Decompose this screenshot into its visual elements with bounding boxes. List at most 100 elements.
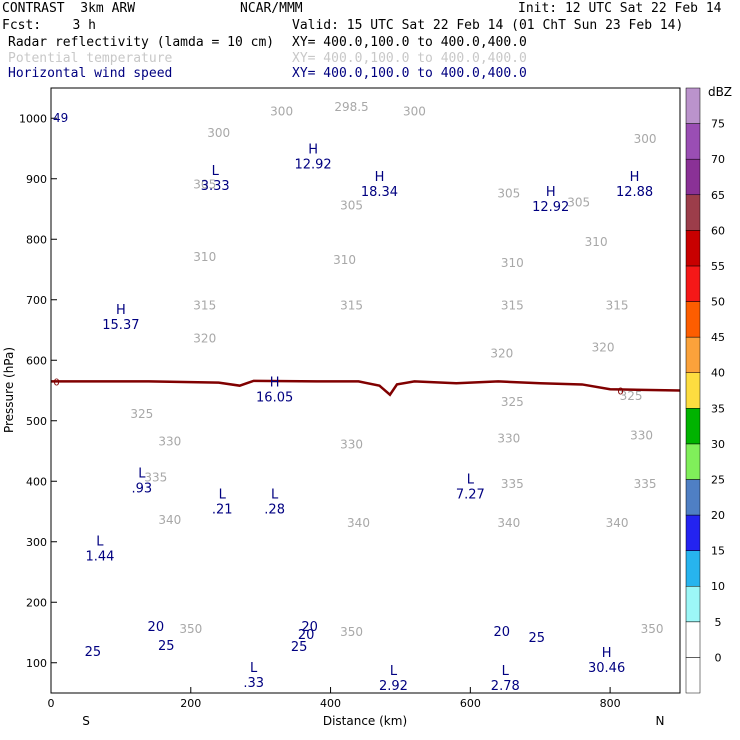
colorbar-bin-30 <box>685 408 701 445</box>
y-tick-label-8: 900 <box>26 173 47 186</box>
theta-label-11: 330 <box>340 437 363 451</box>
wind-label-6: 20 <box>301 620 318 635</box>
extremum-symbol-12: H <box>630 170 640 185</box>
theta-label-27: 310 <box>585 235 608 249</box>
extremum-symbol-10: H <box>116 303 126 318</box>
theta-label-12: 330 <box>497 431 520 445</box>
extremum-value-4: 1.44 <box>85 550 114 565</box>
fcst-label: Fcst: 3 h <box>2 18 96 33</box>
colorbar-bin-5 <box>685 585 701 623</box>
y-tick-label-4: 500 <box>26 415 47 428</box>
field-name-wind: Horizontal wind speed <box>8 66 173 81</box>
theta-label-8: 335 <box>501 477 524 491</box>
x-tick-label-2: 400 <box>320 697 341 710</box>
colorbar-label-55: 55 <box>711 260 725 273</box>
extremum-value-14: 3.33 <box>201 179 230 194</box>
colorbar-bin-50 <box>685 265 701 302</box>
colorbar-bin-55 <box>685 230 701 267</box>
colorbar-bin-40 <box>685 336 701 373</box>
theta-label-22: 315 <box>501 298 524 312</box>
x-tick-label-1: 200 <box>180 697 201 710</box>
colorbar-bin-75 <box>685 87 701 124</box>
theta-label-13: 330 <box>630 428 653 442</box>
colorbar: 0 5 10 15 20 25 30 35 40 45 50 55 60 65 70 75 <box>685 87 725 694</box>
theta-label-32: 300 <box>207 126 230 140</box>
extremum-value-13: 18.34 <box>361 185 398 200</box>
x-end-label-right: N <box>656 714 665 728</box>
plot-frame <box>50 87 681 694</box>
plot-area: 350 350 350 340 340 340 340 335 335 335 330 330 330 3… <box>51 88 680 694</box>
theta-label-0: 350 <box>179 622 202 636</box>
wind-label-3: 25 <box>528 631 545 646</box>
theta-label-2: 350 <box>641 622 664 636</box>
edge-label: 49 <box>53 111 68 125</box>
freezing-level-line <box>51 379 680 397</box>
field-xy-wind: XY= 400.0,100.0 to 400.0,400.0 <box>292 66 527 81</box>
theta-label-1: 350 <box>340 625 363 639</box>
extremum-symbol-0: L <box>250 661 258 676</box>
colorbar-bin-15 <box>685 514 701 551</box>
theta-label-24: 310 <box>193 250 216 264</box>
theta-label-14: 325 <box>130 407 153 421</box>
extremum-symbol-4: L <box>96 535 104 550</box>
wind-label-2: 25 <box>291 640 308 655</box>
theta-label-5: 340 <box>497 516 520 530</box>
y-axis-label: Pressure (hPa) <box>2 347 16 433</box>
colorbar-label-30: 30 <box>711 438 725 451</box>
theta-label-7: 335 <box>144 471 167 485</box>
extremum-symbol-13: H <box>375 170 385 185</box>
extremum-value-6: .28 <box>264 502 285 517</box>
extremum-symbol-7: L <box>138 466 146 481</box>
extremum-value-7: .93 <box>132 481 153 496</box>
y-tick-label-3: 400 <box>26 475 47 488</box>
colorbar-label-50: 50 <box>711 296 725 309</box>
y-tick-label-6: 700 <box>26 294 47 307</box>
y-tick-label-5: 600 <box>26 354 47 367</box>
theta-label-35: 298.5 <box>334 100 368 114</box>
extremum-symbol-8: L <box>467 472 475 487</box>
colorbar-label-5: 5 <box>715 616 722 629</box>
colorbar-bin-0 <box>685 621 701 658</box>
theta-label-17: 320 <box>193 332 216 346</box>
plot-background <box>51 88 680 693</box>
freezing-level-label-right: 0 <box>617 387 623 398</box>
theta-label-6: 340 <box>606 516 629 530</box>
extremum-symbol-14: L <box>212 164 220 179</box>
org-label: NCAR/MMM <box>240 1 303 16</box>
extremum-symbol-1: L <box>390 664 398 679</box>
valid-label: Valid: 15 UTC Sat 22 Feb 14 (01 ChT Sun … <box>292 18 684 33</box>
extremum-value-0: .33 <box>243 676 264 691</box>
colorbar-label-75: 75 <box>711 118 725 131</box>
theta-label-23: 315 <box>606 298 629 312</box>
colorbar-label-65: 65 <box>711 189 725 202</box>
colorbar-label-70: 70 <box>711 153 725 166</box>
colorbar-label-45: 45 <box>711 331 725 344</box>
theta-label-25: 310 <box>333 253 356 267</box>
theta-label-4: 340 <box>347 516 370 530</box>
theta-label-19: 320 <box>592 341 615 355</box>
theta-label-15: 325 <box>501 395 524 409</box>
extremum-value-9: 16.05 <box>256 391 293 406</box>
x-axis-label: Distance (km) <box>323 714 407 728</box>
colorbar-bin-25 <box>685 443 701 480</box>
y-tick-label-7: 800 <box>26 233 47 246</box>
theta-label-36: 300 <box>403 105 426 119</box>
wind-label-0: 25 <box>85 645 102 660</box>
colorbar-label-60: 60 <box>711 224 725 237</box>
extremum-symbol-15: H <box>308 143 318 158</box>
freezing-level-label-left: 0 <box>53 377 59 388</box>
extremum-value-12: 12.88 <box>616 185 653 200</box>
wind-label-5: 20 <box>298 628 315 643</box>
theta-label-26: 310 <box>501 256 524 270</box>
y-tick-label-2: 300 <box>26 536 47 549</box>
extremum-symbol-5: L <box>219 487 227 502</box>
colorbar-bin-65 <box>685 158 701 196</box>
theta-label-16: 325 <box>620 389 643 403</box>
wind-label-7: 20 <box>494 625 511 640</box>
extremum-value-1: 2.92 <box>379 679 408 694</box>
extremum-value-3: 30.46 <box>588 661 625 676</box>
colorbar-bin-10 <box>685 550 701 587</box>
colorbar-label-35: 35 <box>711 402 725 415</box>
colorbar-label-0: 0 <box>715 651 722 664</box>
